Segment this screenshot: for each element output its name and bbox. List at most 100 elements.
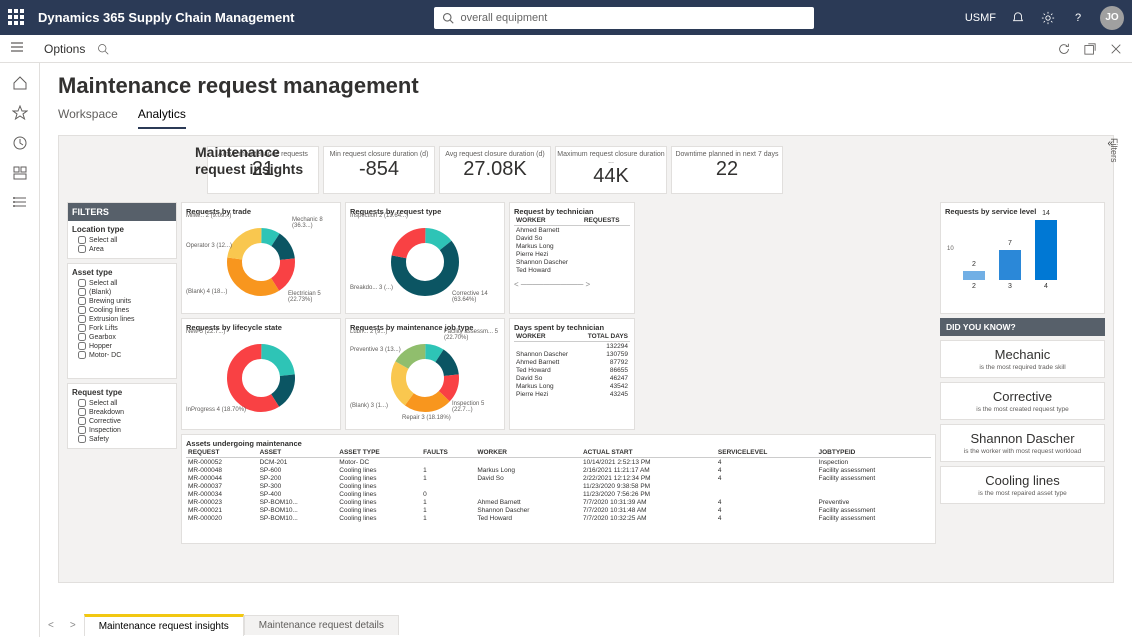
company-code[interactable]: USMF — [965, 12, 996, 24]
table-assets-maintenance[interactable]: Assets undergoing maintenance REQUESTASS… — [181, 434, 936, 544]
bar[interactable]: 144 — [1035, 220, 1057, 280]
table-row[interactable]: MR-000034SP-400Cooling lines011/23/2020 … — [186, 490, 931, 498]
avatar[interactable]: JO — [1100, 6, 1124, 30]
close-icon[interactable] — [1108, 41, 1124, 57]
chart-label: (Blank) 3 (1...) — [350, 403, 388, 409]
table-row[interactable]: MR-000021SP-BOM10...Cooling lines1Shanno… — [186, 506, 931, 514]
insight-value: Cooling lines — [945, 473, 1100, 488]
table-row[interactable]: MR-000048SP-600Cooling lines1Markus Long… — [186, 466, 931, 474]
filter-checkbox[interactable]: Fork Lifts — [78, 324, 172, 332]
filter-checkbox[interactable]: (Blank) — [78, 288, 172, 296]
table-row[interactable]: MR-000044SP-200Cooling lines1David So2/2… — [186, 474, 931, 482]
chart-requests-by-trade[interactable]: Requests by trade Millw... 2 (9.09...)Op… — [181, 202, 341, 314]
filter-checkbox[interactable]: Brewing units — [78, 297, 172, 305]
chart-label: Inspection 2 (13.64...) — [350, 213, 408, 219]
chart-title: Days spent by technician — [514, 323, 630, 332]
table-row[interactable]: MR-000023SP-BOM10...Cooling lines1Ahmed … — [186, 498, 931, 506]
insight-value: Mechanic — [945, 347, 1100, 362]
next-page-icon[interactable]: > — [62, 620, 84, 631]
waffle-icon[interactable] — [8, 9, 26, 27]
filter-checkbox[interactable]: Breakdown — [78, 408, 172, 416]
chart-title: Request by technician — [514, 207, 630, 216]
modules-icon[interactable] — [12, 195, 28, 211]
insight-caption: is the worker with most request workload — [945, 448, 1100, 455]
chart-label: Millw... 2 (9.09...) — [186, 213, 231, 219]
kpi-value: 27.08K — [440, 158, 550, 181]
kpi-value: 44K — [556, 165, 666, 188]
table-row[interactable]: Pierre Hezi43245 — [514, 390, 630, 398]
bell-icon[interactable] — [1010, 10, 1026, 26]
popout-icon[interactable] — [1082, 41, 1098, 57]
filter-checkbox[interactable]: Area — [78, 245, 172, 253]
table-row[interactable]: David So46247 — [514, 374, 630, 382]
kpi-label: Maximum request closure duration ... — [556, 151, 666, 165]
insight-caption: is the most created request type — [945, 406, 1100, 413]
table-row[interactable]: MR-000037SP-300Cooling lines11/23/2020 9… — [186, 482, 931, 490]
table-row[interactable]: Shannon Dascher130759 — [514, 350, 630, 358]
gear-icon[interactable] — [1040, 10, 1056, 26]
table-row[interactable]: Ted Howard86655 — [514, 366, 630, 374]
table-request-by-technician[interactable]: Request by technician WORKERREQUESTSAhme… — [509, 202, 635, 314]
filter-checkbox[interactable]: Gearbox — [78, 333, 172, 341]
prev-page-icon[interactable]: < — [40, 620, 62, 631]
chart-service-level[interactable]: Requests by service level 10 2273144 — [940, 202, 1105, 314]
tab-workspace[interactable]: Workspace — [58, 107, 118, 129]
hamburger-icon[interactable] — [10, 40, 26, 57]
options-menu[interactable]: Options — [44, 42, 85, 56]
table-row[interactable]: Markus Long43542 — [514, 382, 630, 390]
table-row[interactable]: MR-000052DCM-201Motor- DC10/14/2021 2:52… — [186, 458, 931, 467]
table-row[interactable]: Ted Howard — [514, 266, 630, 274]
report-tab-details[interactable]: Maintenance request details — [244, 615, 399, 635]
kpi-card[interactable]: Min request closure duration (d)-854 — [323, 146, 435, 194]
chart-requests-by-type[interactable]: Requests by request type Inspection 2 (1… — [345, 202, 505, 314]
filter-checkbox[interactable]: Motor- DC — [78, 351, 172, 359]
table-row[interactable]: Ahmed Barnett — [514, 226, 630, 235]
kpi-card[interactable]: Downtime planned in next 7 days22 — [671, 146, 783, 194]
table-row[interactable]: David So — [514, 234, 630, 242]
filter-checkbox[interactable]: Cooling lines — [78, 306, 172, 314]
star-icon[interactable] — [12, 105, 28, 121]
bar[interactable]: 22 — [963, 271, 985, 280]
filter-checkbox[interactable]: Extrusion lines — [78, 315, 172, 323]
report-tab-insights[interactable]: Maintenance request insights — [84, 614, 244, 636]
home-icon[interactable] — [12, 75, 28, 91]
chart-lifecycle-state[interactable]: Requests by lifecycle state New 5 (22.7.… — [181, 318, 341, 430]
search-icon — [442, 12, 454, 24]
filter-checkbox[interactable]: Inspection — [78, 426, 172, 434]
filter-checkbox[interactable]: Select all — [78, 279, 172, 287]
search-input[interactable]: overall equipment — [434, 7, 814, 29]
table-row[interactable]: 132294 — [514, 342, 630, 351]
filter-checkbox[interactable]: Corrective — [78, 417, 172, 425]
recent-icon[interactable] — [12, 135, 28, 151]
filters-pane-label[interactable]: Filters — [1107, 138, 1119, 163]
chart-label: Mechanic 8 (36.3...) — [292, 217, 340, 229]
insight-card: Mechanicis the most required trade skill — [940, 340, 1105, 378]
table-row[interactable]: Shannon Dascher — [514, 258, 630, 266]
table-row[interactable]: Markus Long — [514, 242, 630, 250]
filter-checkbox[interactable]: Select all — [78, 399, 172, 407]
page-title: Maintenance request management — [58, 73, 1114, 99]
kpi-card[interactable]: Maximum request closure duration ...44K — [555, 146, 667, 194]
kpi-card[interactable]: Avg request closure duration (d)27.08K — [439, 146, 551, 194]
chart-title: Assets undergoing maintenance — [186, 439, 931, 448]
table-row[interactable]: Pierre Hezi — [514, 250, 630, 258]
bar[interactable]: 73 — [999, 250, 1021, 280]
table-row[interactable]: Ahmed Barnett87792 — [514, 358, 630, 366]
table-days-by-technician[interactable]: Days spent by technician WORKERTOTAL DAY… — [509, 318, 635, 430]
filter-checkbox[interactable]: Safety — [78, 435, 172, 443]
insight-value: Shannon Dascher — [945, 431, 1100, 446]
filter-checkbox[interactable]: Select all — [78, 236, 172, 244]
help-icon[interactable]: ? — [1070, 10, 1086, 26]
filter-checkbox[interactable]: Hopper — [78, 342, 172, 350]
filter-group-asset: Asset type Select all(Blank)Brewing unit… — [67, 263, 177, 379]
search-action-icon[interactable] — [95, 41, 111, 57]
nav-rail — [0, 63, 40, 637]
search-placeholder: overall equipment — [460, 12, 547, 24]
table-row[interactable]: MR-000020SP-BOM10...Cooling lines1Ted Ho… — [186, 514, 931, 522]
filter-title-location: Location type — [72, 225, 172, 234]
tab-analytics[interactable]: Analytics — [138, 107, 186, 129]
insights-title: Maintenance request insights — [195, 144, 315, 178]
workspace-icon[interactable] — [12, 165, 28, 181]
refresh-icon[interactable] — [1056, 41, 1072, 57]
chart-job-type[interactable]: Requests by maintenance job type Lubri..… — [345, 318, 505, 430]
